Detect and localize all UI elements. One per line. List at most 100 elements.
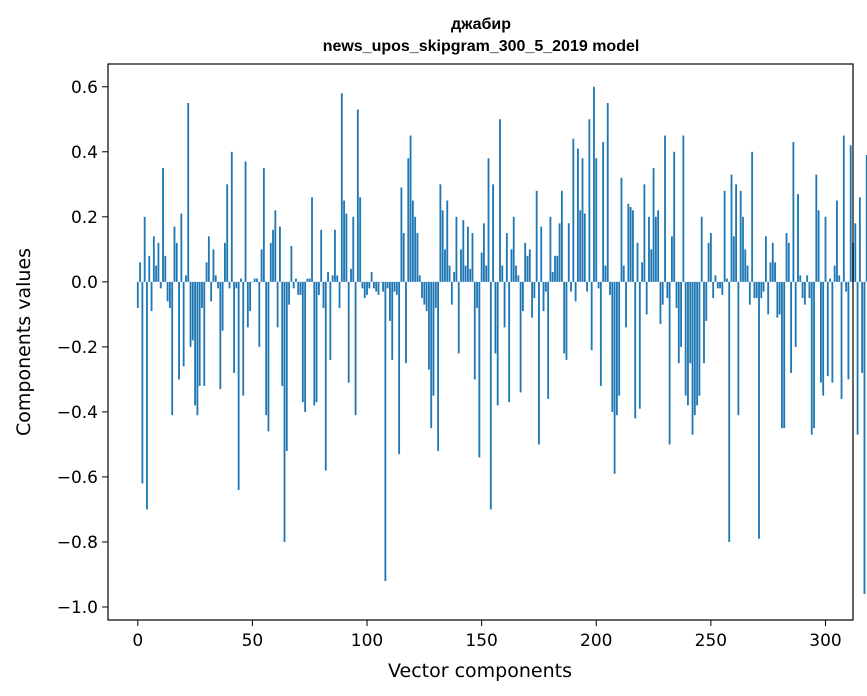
bar — [400, 187, 403, 282]
bar — [668, 281, 671, 445]
bar — [292, 281, 295, 289]
bar — [352, 216, 355, 282]
bar — [304, 281, 307, 412]
bar — [746, 265, 749, 282]
bar — [638, 281, 641, 409]
bar — [372, 281, 375, 289]
bar — [785, 233, 788, 282]
bar — [599, 281, 602, 386]
bar — [409, 135, 412, 282]
bar — [187, 103, 190, 282]
bar — [531, 281, 533, 318]
bar — [398, 281, 401, 455]
y-tick-label: −0.4 — [57, 403, 98, 423]
bar — [604, 265, 607, 282]
bar — [198, 281, 201, 386]
bar — [251, 281, 254, 283]
bar — [311, 197, 313, 282]
y-tick-label: 0.2 — [71, 208, 98, 228]
bar — [583, 213, 586, 282]
bar — [790, 281, 793, 373]
bar — [721, 281, 724, 295]
bar — [648, 216, 650, 282]
bar — [148, 255, 151, 282]
bar — [361, 281, 364, 289]
bar — [411, 200, 414, 282]
bar — [845, 281, 848, 292]
bar — [682, 135, 685, 282]
bar — [448, 265, 451, 282]
bar — [182, 281, 185, 367]
bar — [659, 281, 662, 325]
bar — [677, 281, 680, 364]
bar — [661, 281, 664, 305]
bar — [162, 168, 164, 282]
bar — [338, 281, 341, 308]
bar — [826, 281, 829, 377]
bar — [806, 275, 809, 282]
bar — [483, 223, 485, 282]
y-tick-label: 0.4 — [71, 143, 98, 163]
bar — [260, 249, 263, 282]
bar — [244, 161, 247, 282]
bar — [469, 268, 472, 282]
bar — [240, 278, 242, 282]
bar — [799, 275, 802, 282]
bar — [609, 281, 611, 295]
bar — [191, 281, 194, 341]
bar — [767, 281, 770, 315]
bar — [654, 216, 657, 282]
bar — [563, 281, 566, 354]
bar — [334, 229, 336, 282]
bar — [840, 281, 843, 399]
bar — [707, 242, 710, 282]
bar — [723, 190, 726, 282]
bar — [751, 151, 754, 282]
bar — [597, 281, 600, 289]
bar — [370, 272, 373, 282]
bars-group — [136, 86, 867, 594]
bar — [726, 278, 728, 282]
bar — [716, 281, 719, 289]
bar — [824, 216, 827, 282]
bar — [515, 265, 517, 282]
bar — [709, 233, 712, 282]
bar — [771, 242, 774, 282]
y-axis-ticks: −1.0 −0.8 −0.6 −0.4 −0.2 0.0 0.2 0.4 0.6 — [57, 78, 108, 618]
bar — [386, 281, 389, 289]
bar — [210, 281, 213, 302]
bar — [297, 281, 300, 295]
bar — [379, 281, 382, 283]
bar — [423, 281, 426, 305]
bar — [503, 281, 506, 328]
bar — [769, 262, 772, 282]
bar — [414, 216, 417, 282]
bar — [657, 210, 660, 282]
bar — [737, 281, 740, 416]
bar — [366, 281, 368, 295]
bar — [540, 226, 543, 282]
bar — [606, 103, 609, 282]
x-tick-label: 150 — [465, 631, 497, 651]
bar — [544, 281, 547, 292]
bar — [494, 281, 497, 354]
bar — [797, 194, 799, 282]
bar — [774, 262, 776, 282]
bar — [329, 281, 332, 360]
bar — [299, 281, 302, 295]
bar — [634, 281, 637, 419]
bar — [673, 151, 676, 282]
bar — [776, 281, 779, 318]
bar — [794, 281, 797, 347]
bar — [466, 226, 469, 282]
bar — [421, 281, 423, 299]
bar — [505, 233, 508, 282]
bar — [719, 281, 721, 289]
bar — [714, 275, 717, 282]
bar — [267, 281, 270, 432]
bar — [258, 281, 261, 347]
bar — [219, 281, 222, 390]
bar — [755, 281, 758, 299]
x-tick-label: 300 — [809, 631, 841, 651]
bar — [551, 272, 554, 282]
